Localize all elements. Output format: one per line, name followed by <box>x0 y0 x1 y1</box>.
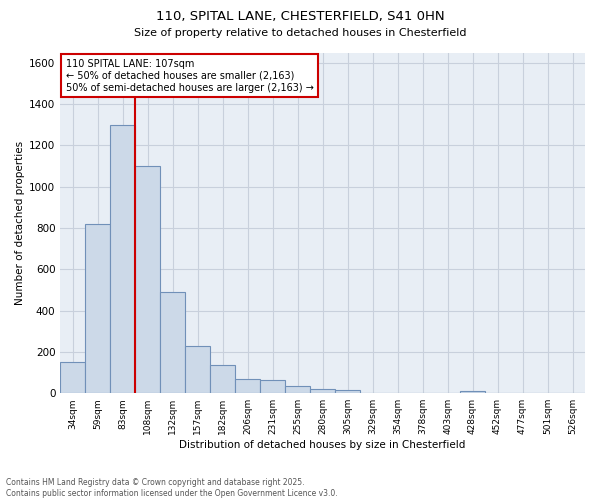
Text: 110 SPITAL LANE: 107sqm
← 50% of detached houses are smaller (2,163)
50% of semi: 110 SPITAL LANE: 107sqm ← 50% of detache… <box>65 60 313 92</box>
Bar <box>210 366 235 393</box>
Text: Contains HM Land Registry data © Crown copyright and database right 2025.
Contai: Contains HM Land Registry data © Crown c… <box>6 478 338 498</box>
Bar <box>135 166 160 393</box>
Bar <box>460 390 485 393</box>
Bar <box>85 224 110 393</box>
Bar <box>160 292 185 393</box>
Bar <box>235 379 260 393</box>
Bar <box>310 389 335 393</box>
Bar <box>285 386 310 393</box>
Text: Size of property relative to detached houses in Chesterfield: Size of property relative to detached ho… <box>134 28 466 38</box>
Text: 110, SPITAL LANE, CHESTERFIELD, S41 0HN: 110, SPITAL LANE, CHESTERFIELD, S41 0HN <box>155 10 445 23</box>
Bar <box>60 362 85 393</box>
Y-axis label: Number of detached properties: Number of detached properties <box>15 141 25 305</box>
Bar <box>185 346 210 393</box>
X-axis label: Distribution of detached houses by size in Chesterfield: Distribution of detached houses by size … <box>179 440 466 450</box>
Bar <box>335 390 360 393</box>
Bar <box>110 125 135 393</box>
Bar <box>260 380 285 393</box>
